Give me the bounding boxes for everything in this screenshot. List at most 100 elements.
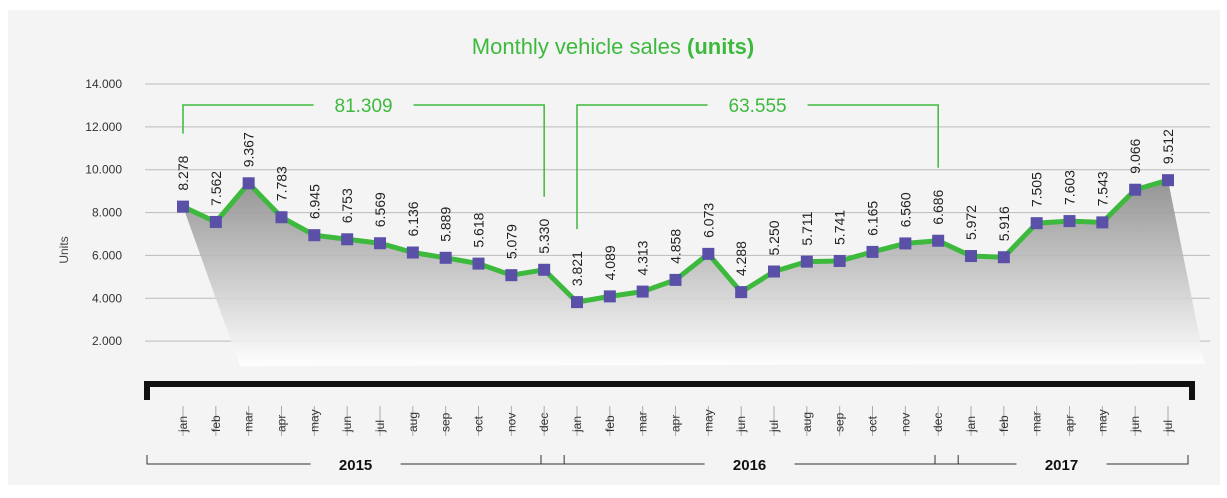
marker [308, 229, 321, 242]
x-tick-label: dec [537, 413, 551, 432]
x-tick-label: mar [242, 411, 256, 432]
marker [833, 254, 846, 267]
title-text: Monthly vehicle sales [472, 34, 681, 59]
marker [932, 234, 945, 247]
value-label: 6.560 [897, 192, 913, 227]
value-label: 9.367 [241, 132, 257, 167]
value-label: 4.858 [668, 229, 684, 264]
x-tick-label: nov [504, 413, 518, 432]
marker [603, 290, 616, 303]
x-tick-label: mar [636, 411, 650, 432]
marker [505, 269, 518, 282]
marker [1129, 183, 1142, 196]
x-tick-label: jul [373, 420, 387, 433]
x-tick-label: jul [1161, 420, 1175, 433]
value-label: 6.165 [865, 201, 881, 236]
value-label: 7.505 [1029, 172, 1045, 207]
x-tick-label: jun [734, 416, 748, 433]
y-tick-label: 4.000 [92, 291, 122, 305]
annotation-bracket [182, 104, 545, 197]
marker [242, 177, 255, 190]
marker [1096, 216, 1109, 229]
value-label: 7.562 [208, 171, 224, 206]
value-label: 9.512 [1160, 129, 1176, 164]
marker [472, 257, 485, 270]
group-label: 2015 [339, 457, 372, 474]
value-label: 6.136 [405, 201, 421, 236]
y-tick-label: 10.000 [85, 163, 122, 177]
y-tick-label: 2.000 [92, 334, 122, 348]
marker [866, 245, 879, 258]
x-tick-label: may [307, 409, 321, 432]
x-tick-label: apr [669, 415, 683, 432]
value-label: 4.089 [602, 245, 618, 280]
x-tick-label: may [701, 409, 715, 432]
marker [538, 263, 551, 276]
marker [406, 246, 419, 259]
x-tick-label: jul [767, 420, 781, 433]
group-label: 2016 [733, 457, 766, 474]
value-label: 6.753 [339, 188, 355, 223]
x-tick-label: jun [1128, 416, 1142, 433]
marker [439, 251, 452, 264]
y-tick-label: 14.000 [85, 77, 122, 91]
value-label: 8.278 [175, 155, 191, 190]
area-shadow [183, 180, 1205, 366]
value-label: 5.250 [766, 220, 782, 255]
x-tick-label: dec [931, 413, 945, 432]
marker [1063, 215, 1076, 228]
value-label: 4.313 [635, 240, 651, 275]
group-bracket [934, 455, 1189, 465]
value-label: 5.741 [832, 210, 848, 245]
x-tick-label: jan [570, 416, 584, 433]
value-label: 5.618 [471, 212, 487, 247]
y-tick-label: 8.000 [92, 206, 122, 220]
value-label: 5.079 [503, 224, 519, 259]
x-tick-label: nov [898, 413, 912, 432]
marker [997, 251, 1010, 264]
x-tick-label: aug [406, 412, 420, 432]
x-tick-label: mar [1030, 411, 1044, 432]
marker [1030, 217, 1043, 230]
value-label: 7.603 [1062, 170, 1078, 205]
value-label: 4.288 [733, 241, 749, 276]
value-label: 7.543 [1094, 171, 1110, 206]
marker [341, 233, 354, 246]
value-label: 5.330 [536, 219, 552, 254]
marker [899, 237, 912, 250]
value-label: 7.783 [274, 166, 290, 201]
marker [735, 286, 748, 299]
marker [275, 211, 288, 224]
marker [177, 200, 189, 213]
value-label: 5.916 [996, 206, 1012, 241]
x-tick-label: sep [833, 412, 847, 432]
x-tick-label: may [1095, 409, 1109, 432]
marker [374, 237, 386, 250]
x-tick-label: oct [866, 415, 880, 432]
marker [768, 265, 780, 278]
value-label: 5.711 [799, 211, 815, 245]
x-tick-label: feb [603, 415, 617, 432]
value-label: 6.945 [306, 184, 322, 219]
marker [702, 247, 715, 260]
value-label: 6.073 [700, 203, 716, 238]
title-emphasis: (units) [687, 34, 754, 59]
x-tick-label: apr [275, 415, 289, 432]
marker [571, 296, 583, 309]
y-axis-label: Units [57, 236, 71, 263]
x-tick-label: jan [964, 416, 978, 433]
value-label: 9.066 [1127, 138, 1143, 173]
y-tick-label: 12.000 [85, 120, 122, 134]
marker [669, 273, 682, 286]
x-axis-bar [144, 381, 1195, 400]
marker [209, 215, 222, 228]
marker [636, 285, 649, 298]
value-label: 3.821 [569, 251, 585, 286]
value-label: 5.972 [963, 205, 979, 240]
x-tick-label: feb [997, 415, 1011, 432]
annotation-label: 81.309 [335, 96, 393, 117]
x-tick-label: oct [472, 415, 486, 432]
x-tick-label: jan [176, 416, 190, 433]
x-tick-label: apr [1063, 415, 1077, 432]
